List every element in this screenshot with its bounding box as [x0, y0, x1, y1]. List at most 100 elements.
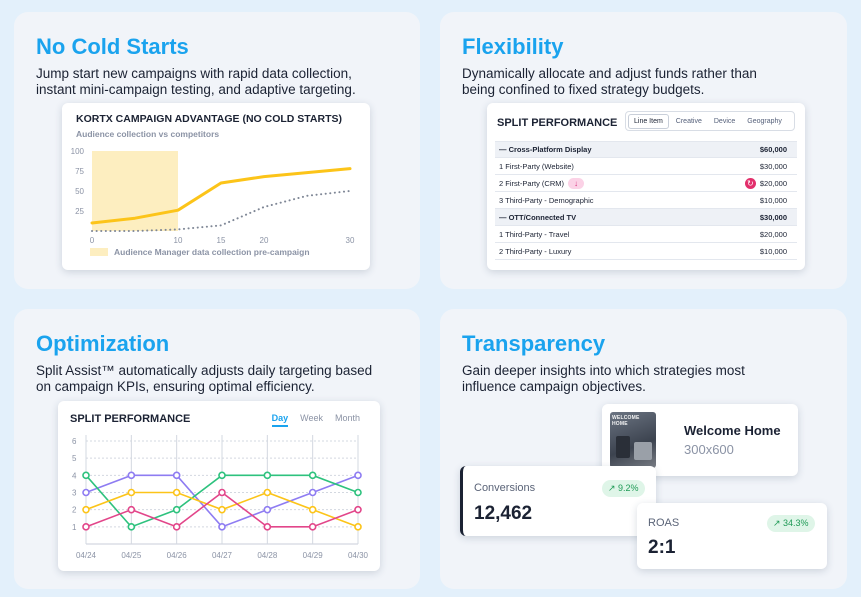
row-label: — OTT/Connected TV	[499, 212, 577, 222]
table-row[interactable]: 1 Third-Party - Travel $20,000	[495, 226, 797, 243]
x-tick-label: 04/24	[76, 551, 97, 560]
series-point	[82, 505, 90, 514]
y-tick-label: 5	[72, 454, 77, 463]
series-point	[127, 488, 136, 497]
series-point	[218, 471, 226, 480]
no-cold-starts-panel: No Cold Starts Jump start new campaigns …	[14, 12, 420, 289]
chart-legend: Audience Manager data collection pre-cam…	[90, 247, 310, 257]
tab-device[interactable]: Device	[713, 117, 736, 125]
campaign-advantage-chart: 25 50 75 100 0 10 15 20 30	[71, 147, 355, 245]
chart-title: SPLIT PERFORMANCE	[70, 413, 191, 425]
table-row[interactable]: 3 Third-Party - Demographic $10,000	[495, 192, 797, 209]
row-label: 2 Third-Party - Luxury	[499, 246, 572, 256]
description-line: on campaign KPIs, ensuring optimal effic…	[36, 379, 315, 394]
x-tick-label: 20	[260, 236, 269, 245]
row-amount-wrap: ↻ $20,000	[744, 177, 797, 189]
conversions-value: 12,462	[474, 503, 533, 524]
transparency-panel: Transparency Gain deeper insights into w…	[440, 309, 847, 589]
arrow-down-icon[interactable]: ↓	[568, 177, 584, 189]
roas-label: ROAS	[648, 517, 680, 529]
table-row-group[interactable]: — OTT/Connected TV $30,000	[495, 209, 797, 226]
creative-card[interactable]: WELCOME HOME Welcome Home 300x600	[602, 404, 798, 476]
split-performance-chart-card: SPLIT PERFORMANCE Day Week Month 1 2 3 4 5 6 0…	[58, 401, 380, 571]
series-point	[308, 488, 317, 497]
y-tick-label: 1	[72, 523, 77, 532]
series-point	[308, 523, 317, 531]
transparency-description: Gain deeper insights into which strategi…	[462, 363, 745, 395]
optimization-title: Optimization	[36, 331, 170, 356]
table-row[interactable]: 2 Third-Party - Luxury $10,000	[495, 243, 797, 260]
flexibility-title: Flexibility	[462, 34, 564, 59]
conversions-card[interactable]: Conversions ↗ 9.2% 12,462	[460, 466, 656, 536]
series-point	[172, 505, 181, 514]
tab-line-item[interactable]: Line Item	[628, 113, 669, 129]
series-point	[354, 488, 362, 497]
optimization-panel: Optimization Split Assist™ automatically…	[14, 309, 420, 589]
x-tick-label: 04/30	[348, 551, 369, 560]
flexibility-description: Dynamically allocate and adjust funds ra…	[462, 66, 757, 98]
thumbnail-figure	[616, 436, 630, 458]
chart-title: KORTX CAMPAIGN ADVANTAGE (NO COLD STARTS…	[76, 113, 342, 125]
x-tick-label: 04/27	[212, 551, 233, 560]
tab-creative[interactable]: Creative	[675, 117, 702, 125]
creative-thumbnail-text: WELCOME HOME	[612, 415, 640, 427]
description-line: Jump start new campaigns with rapid data…	[36, 66, 352, 81]
description-line: Split Assist™ automatically adjusts dail…	[36, 363, 373, 378]
optimization-description: Split Assist™ automatically adjusts dail…	[36, 363, 372, 395]
x-tick-label: 30	[346, 236, 355, 245]
row-amount: $30,000	[759, 212, 787, 222]
series-point	[218, 505, 226, 514]
row-amount: $10,000	[759, 195, 787, 205]
series-point	[354, 523, 362, 531]
creative-thumbnail: WELCOME HOME	[610, 412, 656, 468]
x-tick-label: 04/25	[121, 551, 142, 560]
row-label: 1 Third-Party - Travel	[499, 229, 570, 239]
row-amount: $20,000	[759, 229, 787, 239]
roas-change-badge: ↗ 34.3%	[767, 515, 815, 532]
thumbnail-figure	[634, 442, 652, 460]
series-point	[263, 523, 272, 531]
description-line: influence campaign objectives.	[462, 379, 646, 394]
y-tick-label: 2	[72, 506, 77, 515]
row-label: 2 First-Party (CRM)	[499, 178, 564, 188]
series-point	[127, 505, 136, 514]
series-point	[308, 505, 317, 514]
x-tick-label: 10	[174, 236, 183, 245]
y-tick-label: 3	[72, 489, 77, 498]
range-day-tab[interactable]: Day	[271, 413, 289, 427]
description-line: Dynamically allocate and adjust funds ra…	[462, 66, 757, 81]
range-week-tab[interactable]: Week	[300, 413, 323, 423]
series-point	[82, 471, 90, 480]
table-row[interactable]: 2 First-Party (CRM) ↓ ↻ $20,000	[495, 175, 797, 192]
flexibility-panel: Flexibility Dynamically allocate and adj…	[440, 12, 847, 289]
series-point	[354, 471, 362, 480]
series-point	[82, 488, 90, 497]
x-tick-label: 0	[90, 236, 95, 245]
row-amount: $20,000	[759, 178, 787, 188]
creative-size: 300x600	[684, 442, 734, 457]
range-selector: Day Week Month	[271, 413, 360, 427]
description-line: being confined to fixed strategy budgets…	[462, 82, 705, 97]
table-row[interactable]: 1 First-Party (Website) $30,000	[495, 158, 797, 175]
series-point	[172, 523, 181, 531]
split-table-tabs: Line Item Creative Device Geography	[625, 111, 795, 131]
roas-card[interactable]: ROAS ↗ 34.3% 2:1	[637, 503, 827, 569]
chart-subtitle: Audience collection vs competitors	[76, 129, 220, 139]
range-month-tab[interactable]: Month	[334, 413, 360, 423]
table-row-group[interactable]: — Cross-Platform Display $60,000	[495, 141, 797, 158]
y-tick-label: 4	[72, 471, 77, 480]
tab-geography[interactable]: Geography	[747, 117, 782, 125]
series-point	[263, 488, 272, 497]
y-tick-label: 100	[71, 147, 85, 156]
campaign-advantage-chart-card: KORTX CAMPAIGN ADVANTAGE (NO COLD STARTS…	[62, 103, 370, 270]
x-tick-label: 04/29	[303, 551, 324, 560]
series-point	[127, 471, 136, 480]
description-line: Gain deeper insights into which strategi…	[462, 363, 745, 378]
x-tick-label: 04/28	[257, 551, 278, 560]
row-label: 1 First-Party (Website)	[499, 161, 574, 171]
refresh-icon[interactable]: ↻	[744, 177, 756, 189]
x-tick-label: 04/26	[167, 551, 188, 560]
description-line: instant mini-campaign testing, and adapt…	[36, 82, 356, 97]
series-point	[218, 488, 226, 497]
conversions-label: Conversions	[474, 482, 536, 494]
